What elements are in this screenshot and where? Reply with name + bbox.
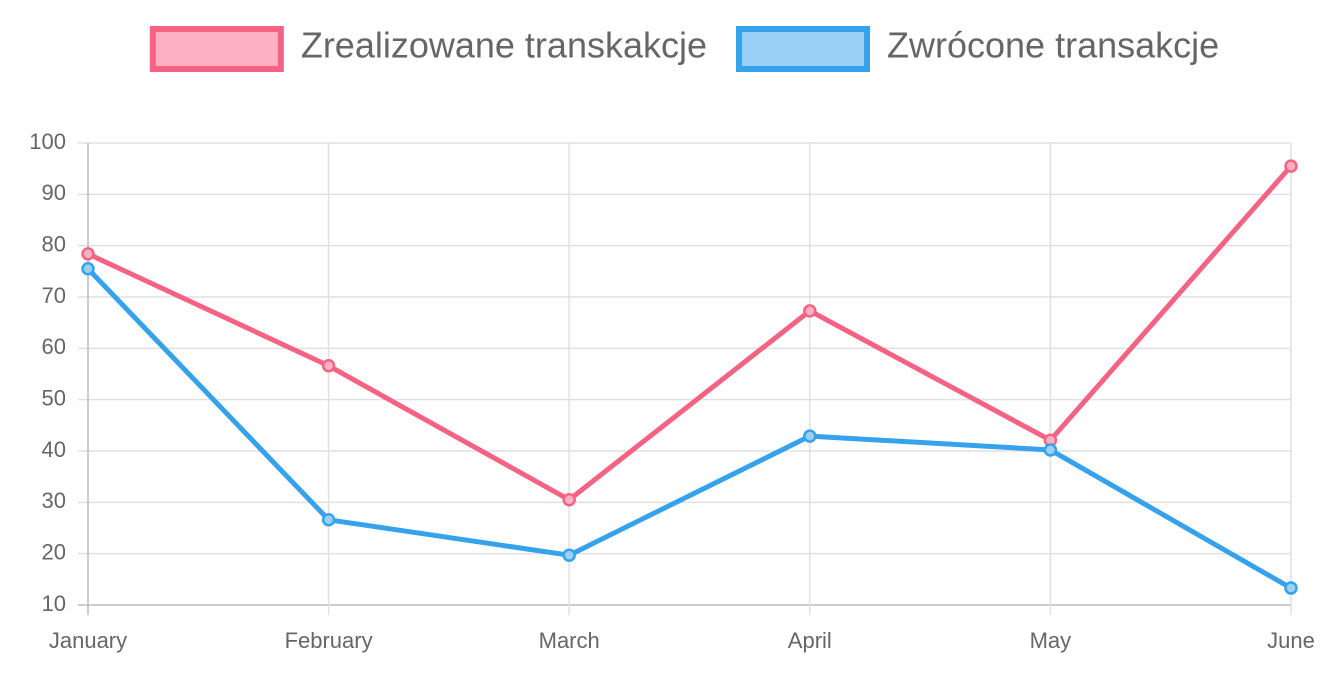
legend-swatch [736,26,871,72]
x-tick-label: May [1030,628,1072,653]
x-tick-label: June [1267,628,1315,653]
y-tick-label: 80 [42,231,66,256]
legend-label: Zwrócone transakcje [887,25,1219,66]
y-tick-label: 10 [42,591,66,616]
point [81,262,95,276]
y-tick-label: 20 [42,539,66,564]
y-tick-label: 90 [42,180,66,205]
point [1284,159,1298,173]
point [562,493,576,507]
point [1284,581,1298,595]
point [562,548,576,562]
y-tick-label: 60 [42,334,66,359]
x-tick-label: March [539,628,600,653]
line [86,164,1293,503]
point [1043,443,1058,457]
line [86,267,1293,591]
x-tick-label: April [788,628,832,653]
point [321,513,336,527]
point [803,304,817,318]
y-tick-label: 70 [42,283,66,308]
y-tick-label: 50 [42,385,66,410]
y-tick-label: 30 [42,488,66,513]
legend-swatch [149,26,284,72]
x-tick-label: January [49,628,127,653]
y-tick-label: 100 [29,129,66,154]
point [321,359,336,373]
point [803,429,817,443]
x-tick-label: February [285,628,373,653]
legend-label: Zrealizowane transkakcje [301,25,707,66]
point [81,247,95,261]
y-tick-label: 40 [42,437,66,462]
